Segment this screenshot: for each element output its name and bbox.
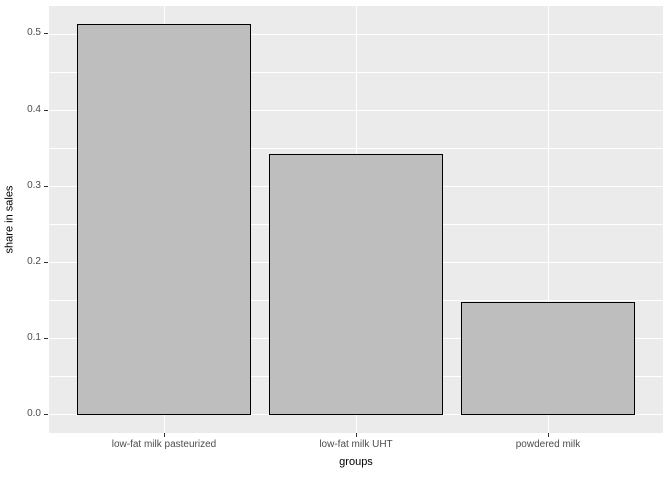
y-tick-label: 0.4 (27, 104, 41, 115)
y-tick-mark (44, 262, 48, 263)
x-tick-mark (548, 433, 549, 437)
bar-2 (269, 154, 443, 415)
y-tick-label: 0.0 (27, 408, 41, 419)
y-tick-mark (44, 110, 48, 111)
plot-panel (49, 6, 663, 433)
x-tick-label: low-fat milk pasteurized (111, 439, 217, 450)
x-axis-title: groups (339, 456, 373, 468)
x-tick-mark (164, 433, 165, 437)
y-tick-mark (44, 338, 48, 339)
bar-3 (461, 302, 635, 415)
y-tick-mark (44, 186, 48, 187)
x-tick-mark (356, 433, 357, 437)
y-tick-label: 0.3 (27, 180, 41, 191)
category-gridline (548, 6, 549, 433)
x-tick-label: powdered milk (515, 439, 581, 450)
y-tick-mark (44, 33, 48, 34)
y-tick-mark (44, 414, 48, 415)
bar-1 (77, 24, 251, 415)
y-tick-label: 0.2 (27, 256, 41, 267)
y-tick-label: 0.5 (27, 27, 41, 38)
x-tick-label: low-fat milk UHT (319, 439, 393, 450)
y-axis-title: share in sales (3, 185, 16, 254)
y-tick-label: 0.1 (27, 332, 41, 343)
